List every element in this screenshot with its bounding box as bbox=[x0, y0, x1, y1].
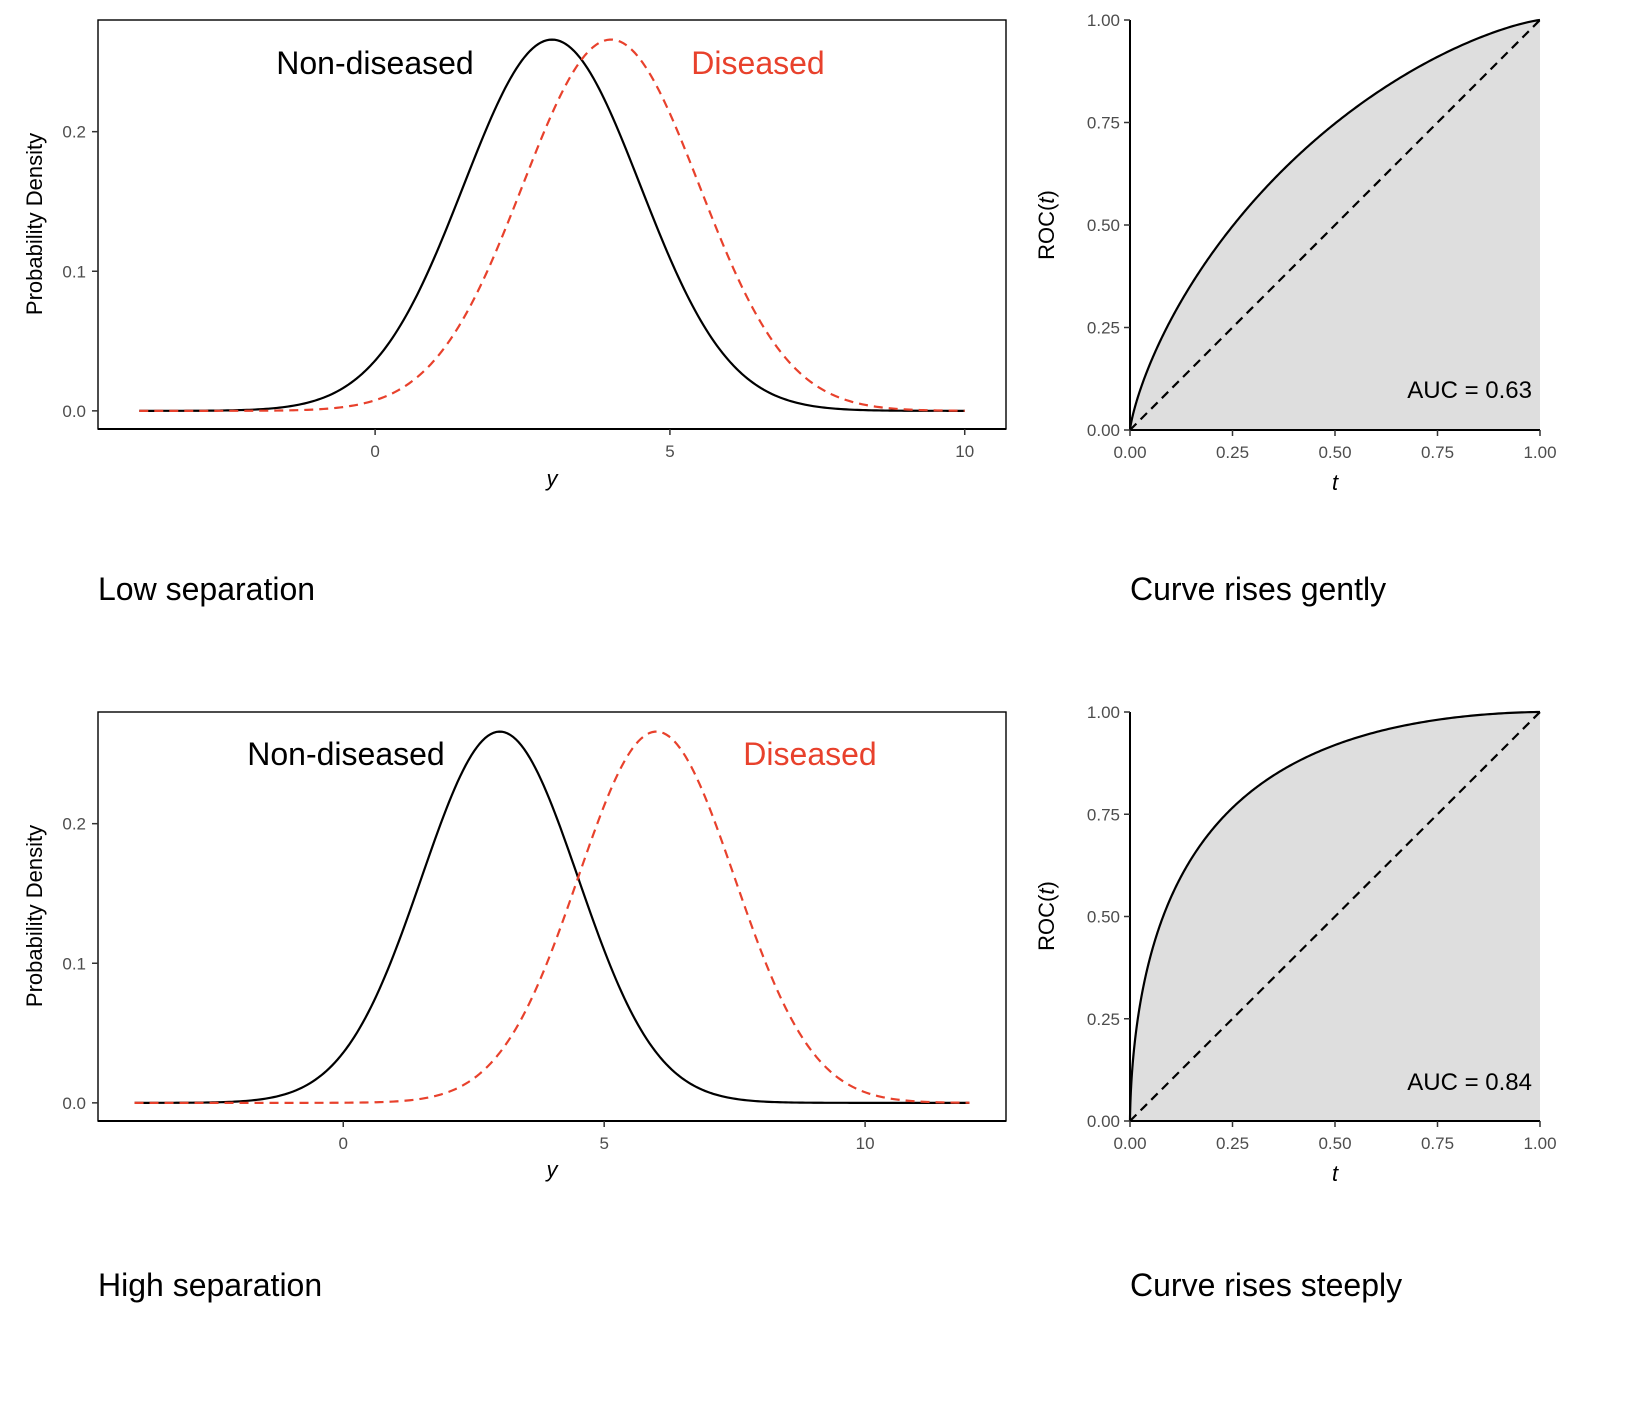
x-ticks: 0.00 0.25 0.50 0.75 1.00 bbox=[1113, 1121, 1557, 1153]
roc-panel-bottom: 0.00 0.25 0.50 0.75 1.00 0.00 0.25 0.50 0.75 1.0… bbox=[1034, 703, 1557, 1303]
x-tick-label: 0.00 bbox=[1113, 1134, 1146, 1153]
x-ticks: 0.00 0.25 0.50 0.75 1.00 bbox=[1113, 430, 1557, 462]
x-tick-label: 0.75 bbox=[1421, 443, 1454, 462]
x-tick-label: 0.00 bbox=[1113, 443, 1146, 462]
non-diseased-density-curve bbox=[134, 730, 970, 1104]
non-diseased-density-curve bbox=[139, 38, 965, 412]
y-ticks: 0.0 0.1 0.2 bbox=[62, 123, 98, 421]
x-axis-title: y bbox=[545, 466, 560, 491]
y-axis-title: ROC(t) bbox=[1034, 881, 1059, 951]
x-tick-label: 5 bbox=[599, 1134, 608, 1153]
x-ticks: 0 5 10 bbox=[370, 429, 974, 461]
x-axis-title: t bbox=[1332, 470, 1339, 495]
y-tick-label: 0.75 bbox=[1087, 805, 1120, 824]
non-diseased-label: Non-diseased bbox=[247, 736, 444, 772]
y-tick-label: 0.1 bbox=[62, 954, 86, 973]
y-ticks: 0.00 0.25 0.50 0.75 1.00 bbox=[1087, 11, 1130, 440]
y-axis-title: Probability Density bbox=[22, 825, 47, 1007]
diseased-label: Diseased bbox=[691, 45, 824, 81]
y-tick-label: 0.0 bbox=[62, 1094, 86, 1113]
y-ticks: 0.0 0.1 0.2 bbox=[62, 815, 98, 1113]
y-tick-label: 1.00 bbox=[1087, 11, 1120, 30]
y-tick-label: 0.1 bbox=[62, 262, 86, 281]
panel-caption: Curve rises steeply bbox=[1130, 1267, 1402, 1303]
x-tick-label: 0.25 bbox=[1216, 1134, 1249, 1153]
auc-label: AUC = 0.63 bbox=[1407, 377, 1532, 404]
y-tick-label: 0.0 bbox=[62, 402, 86, 421]
y-axis-title: ROC(t) bbox=[1034, 190, 1059, 260]
y-axis-title-var: t bbox=[1034, 197, 1059, 204]
y-tick-label: 0.25 bbox=[1087, 319, 1120, 338]
panel-border bbox=[97, 19, 1007, 430]
x-tick-label: 10 bbox=[955, 442, 974, 461]
panel-caption: Low separation bbox=[98, 571, 315, 607]
x-tick-label: 0.25 bbox=[1216, 443, 1249, 462]
y-tick-label: 0.00 bbox=[1087, 421, 1120, 440]
x-tick-label: 1.00 bbox=[1523, 443, 1556, 462]
roc-curve bbox=[1128, 18, 1541, 431]
x-axis-title: t bbox=[1332, 1161, 1339, 1186]
x-tick-label: 1.00 bbox=[1523, 1134, 1556, 1153]
density-panel-bottom: 0.0 0.1 0.2 0 5 10 Non-diseased Diseased y P… bbox=[22, 711, 1007, 1303]
roc-panel-top: 0.00 0.25 0.50 0.75 1.00 0.00 0.25 0.50 0.75 1.0… bbox=[1034, 11, 1557, 607]
x-tick-label: 0 bbox=[370, 442, 379, 461]
y-axis-title-suffix: ) bbox=[1034, 881, 1059, 888]
x-tick-label: 0 bbox=[339, 1134, 348, 1153]
diseased-density-curve bbox=[139, 38, 965, 412]
non-diseased-label: Non-diseased bbox=[276, 45, 473, 81]
x-ticks: 0 5 10 bbox=[339, 1121, 875, 1153]
density-panel-top: 0.0 0.1 0.2 0 5 10 Non-diseased Diseased y P… bbox=[22, 19, 1007, 607]
y-tick-label: 0.25 bbox=[1087, 1010, 1120, 1029]
chance-diagonal bbox=[1129, 711, 1541, 1122]
y-tick-label: 0.50 bbox=[1087, 908, 1120, 927]
x-tick-label: 0.50 bbox=[1318, 443, 1351, 462]
x-tick-label: 0.50 bbox=[1318, 1134, 1351, 1153]
panel-caption: Curve rises gently bbox=[1130, 571, 1386, 607]
diseased-density-curve bbox=[134, 730, 970, 1104]
y-axis-title-prefix: ROC( bbox=[1034, 203, 1059, 260]
y-ticks: 0.00 0.25 0.50 0.75 1.00 bbox=[1087, 703, 1130, 1131]
panel-caption: High separation bbox=[98, 1267, 322, 1303]
panel-border bbox=[97, 711, 1007, 1122]
y-tick-label: 0.50 bbox=[1087, 216, 1120, 235]
roc-curve bbox=[1128, 710, 1541, 1121]
diseased-label: Diseased bbox=[743, 736, 876, 772]
x-tick-label: 5 bbox=[665, 442, 674, 461]
y-axis-title-suffix: ) bbox=[1034, 190, 1059, 197]
y-axis-title-var: t bbox=[1034, 888, 1059, 895]
auc-label: AUC = 0.84 bbox=[1407, 1069, 1532, 1096]
y-tick-label: 0.2 bbox=[62, 123, 86, 142]
y-tick-label: 1.00 bbox=[1087, 703, 1120, 722]
y-axis-title-prefix: ROC( bbox=[1034, 894, 1059, 951]
y-tick-label: 0.2 bbox=[62, 815, 86, 834]
y-tick-label: 0.00 bbox=[1087, 1112, 1120, 1131]
x-tick-label: 0.75 bbox=[1421, 1134, 1454, 1153]
y-axis-title: Probability Density bbox=[22, 133, 47, 315]
x-tick-label: 10 bbox=[856, 1134, 875, 1153]
chance-diagonal bbox=[1129, 19, 1541, 431]
x-axis-title: y bbox=[545, 1157, 560, 1182]
y-tick-label: 0.75 bbox=[1087, 114, 1120, 133]
